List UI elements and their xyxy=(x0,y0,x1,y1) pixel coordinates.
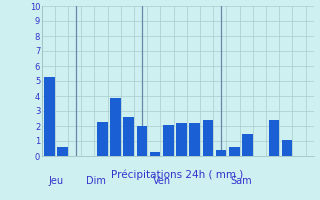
Bar xyxy=(110,98,121,156)
Bar xyxy=(189,123,200,156)
Bar xyxy=(137,126,147,156)
Text: Jeu: Jeu xyxy=(49,176,64,186)
Bar xyxy=(97,121,108,156)
Bar xyxy=(242,134,253,156)
Text: Ven: Ven xyxy=(153,176,171,186)
Bar xyxy=(150,152,160,156)
Bar xyxy=(176,123,187,156)
Bar xyxy=(163,124,174,156)
Bar xyxy=(58,147,68,156)
Bar xyxy=(203,120,213,156)
Bar xyxy=(44,76,55,156)
Bar xyxy=(282,140,292,156)
Bar xyxy=(216,150,227,156)
Bar xyxy=(124,117,134,156)
Bar xyxy=(269,120,279,156)
Bar xyxy=(229,147,240,156)
X-axis label: Précipitations 24h ( mm ): Précipitations 24h ( mm ) xyxy=(111,170,244,180)
Text: Sam: Sam xyxy=(230,176,252,186)
Text: Dim: Dim xyxy=(86,176,106,186)
